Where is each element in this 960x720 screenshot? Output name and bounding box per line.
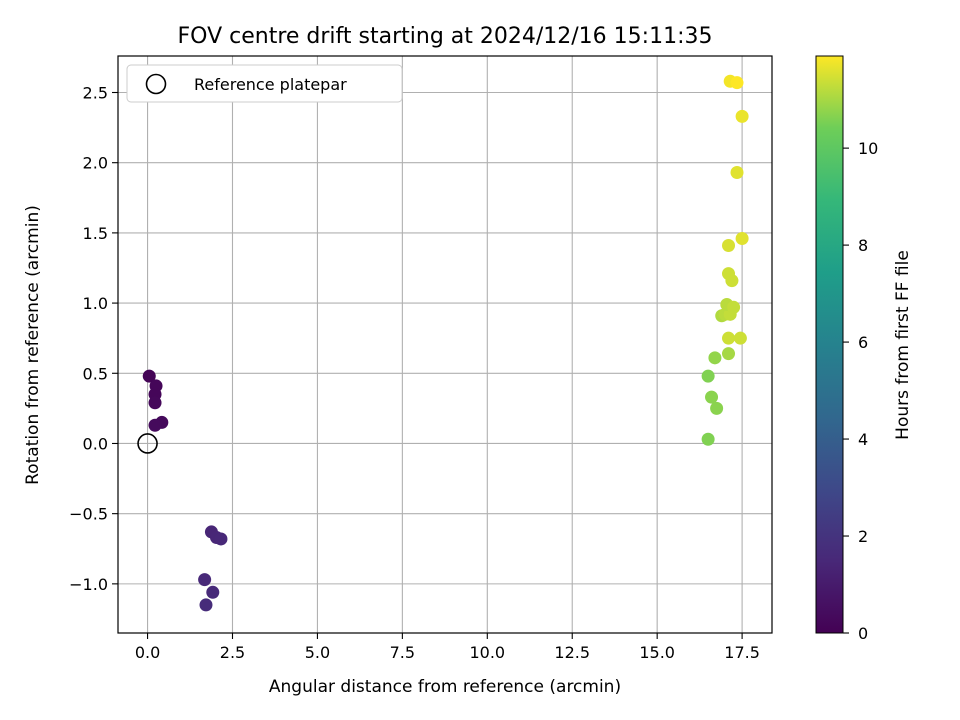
data-point: [142, 369, 156, 383]
data-point: [198, 573, 212, 587]
data-point: [722, 331, 736, 345]
colorbar: 0 2 4 6 8 10 Hours from first FF file: [815, 55, 913, 643]
plot-frame: [117, 55, 773, 634]
colorbar-gradient: [815, 55, 844, 634]
chart-title: FOV centre drift starting at 2024/12/16 …: [178, 24, 713, 49]
y-tick-label: −0.5: [69, 505, 108, 524]
data-point: [148, 418, 162, 432]
x-axis-label: Angular distance from reference (arcmin): [269, 677, 621, 697]
x-tick-label: 15.0: [639, 643, 675, 662]
data-point: [725, 274, 739, 288]
y-tick-label: 2.5: [83, 84, 108, 103]
legend-box: [126, 64, 403, 103]
data-point: [708, 351, 722, 365]
legend-marker-icon: [145, 73, 167, 95]
data-point: [735, 232, 749, 246]
y-tick-label: 0.5: [83, 364, 108, 383]
data-point: [701, 369, 715, 383]
y-tick-label: 2.0: [83, 154, 108, 173]
x-tick-label: 5.0: [305, 643, 330, 662]
data-points: [142, 74, 749, 612]
data-point: [730, 166, 744, 180]
x-tick-label: 0.0: [135, 643, 160, 662]
data-point: [199, 598, 213, 612]
legend-entry: Reference platepar: [194, 75, 347, 94]
x-tick-label: 10.0: [469, 643, 505, 662]
y-tick-label: 1.0: [83, 294, 108, 313]
colorbar-tick-label: 2: [858, 527, 868, 546]
y-tick-label: 0.0: [83, 434, 108, 453]
colorbar-tick-label: 8: [858, 236, 868, 255]
y-axis-label: Rotation from reference (arcmin): [23, 205, 43, 485]
data-point: [710, 401, 724, 415]
data-point: [735, 109, 749, 123]
y-tick-label: −1.0: [69, 575, 108, 594]
data-point: [727, 300, 741, 314]
data-point: [722, 239, 736, 253]
x-axis-ticks: 0.0 2.5 5.0 7.5 10.0 12.5 15.0 17.5: [135, 633, 760, 662]
colorbar-tick-label: 6: [858, 333, 868, 352]
data-point: [214, 532, 228, 546]
x-tick-label: 7.5: [390, 643, 415, 662]
y-tick-label: 1.5: [83, 224, 108, 243]
data-point: [701, 432, 715, 446]
colorbar-tick-label: 0: [858, 624, 868, 643]
legend: Reference platepar: [126, 64, 403, 103]
reference-marker: [137, 433, 158, 454]
data-point: [733, 331, 747, 345]
colorbar-tick-label: 4: [858, 430, 868, 449]
colorbar-tick-label: 10: [858, 139, 878, 158]
x-tick-label: 2.5: [220, 643, 245, 662]
data-point: [206, 585, 220, 599]
data-point: [705, 390, 719, 404]
colorbar-ticks: 0 2 4 6 8 10: [843, 139, 878, 643]
data-point: [722, 347, 736, 361]
y-axis-ticks: −1.0 −0.5 0.0 0.5 1.0 1.5 2.0 2.5: [69, 84, 118, 594]
data-point: [148, 396, 162, 410]
x-tick-label: 12.5: [554, 643, 590, 662]
colorbar-label: Hours from first FF file: [893, 250, 913, 440]
data-point: [730, 76, 744, 90]
x-tick-label: 17.5: [724, 643, 760, 662]
grid-lines: [118, 56, 772, 633]
